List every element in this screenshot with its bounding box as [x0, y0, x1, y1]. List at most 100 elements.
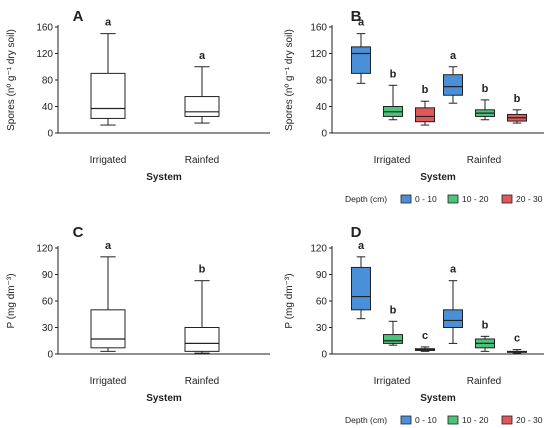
y-axis-label: Spores (nº g⁻¹ dry soil): [284, 29, 295, 131]
significance-label: a: [199, 50, 206, 62]
panel-c: C 0 30 60 90 120 P (mg dm⁻³) Irrigated RainfedSy…: [6, 224, 270, 404]
boxplot-irrigated-10-20: b: [383, 68, 403, 121]
significance-label: a: [105, 240, 112, 252]
legend-swatch: [501, 415, 513, 425]
x-category-label: Rainfed: [467, 155, 501, 166]
y-tick-label: 120: [36, 49, 53, 60]
x-axis-title: System: [420, 172, 456, 183]
significance-label: a: [358, 17, 365, 29]
boxplot-irrigated: a: [90, 17, 126, 126]
significance-label: a: [450, 264, 457, 276]
box-iqr: [415, 107, 435, 123]
significance-label: b: [390, 68, 397, 80]
y-tick-label: 120: [36, 244, 53, 255]
legend-label: 10 - 20: [462, 194, 489, 204]
legend-swatch: [447, 415, 459, 425]
panel-letter: D: [351, 224, 362, 241]
significance-label: b: [199, 264, 206, 276]
boxplot-rainfed-20-30: b: [507, 93, 527, 124]
y-tick-label: 40: [42, 102, 54, 113]
significance-label: b: [482, 319, 489, 331]
y-tick-label: 160: [310, 23, 327, 34]
y-tick-label: 0: [47, 350, 53, 361]
x-category-label: Irrigated: [374, 155, 411, 166]
y-tick-label: 30: [42, 323, 54, 334]
y-tick-label: 30: [316, 323, 328, 334]
x-category-label: Rainfed: [185, 376, 219, 387]
significance-label: b: [482, 83, 489, 95]
boxplot-rainfed: a: [184, 50, 220, 124]
significance-label: c: [514, 333, 520, 345]
legend-label: 20 - 30: [516, 194, 543, 204]
x-axis-title: System: [420, 393, 456, 404]
y-axis-label: P (mg dm⁻³): [6, 273, 17, 328]
significance-label: a: [358, 240, 365, 252]
x-category-label: Rainfed: [467, 376, 501, 387]
boxplot-rainfed-0-10: a: [443, 264, 463, 344]
boxplot-rainfed: b: [184, 264, 220, 354]
y-tick-label: 40: [316, 102, 328, 113]
legend-label: 0 - 10: [415, 194, 437, 204]
legend: Depth (cm) 0 - 10 10 - 20 20 - 30: [345, 415, 543, 425]
box-iqr: [383, 334, 403, 344]
box-iqr: [184, 327, 220, 352]
significance-label: c: [422, 330, 428, 342]
y-tick-label: 0: [321, 350, 327, 361]
y-tick-label: 90: [42, 270, 54, 281]
y-tick-label: 160: [36, 23, 53, 34]
box-iqr: [90, 72, 126, 119]
boxplot-irrigated-0-10: a: [351, 240, 371, 320]
legend-swatch: [501, 194, 513, 204]
legend-swatch: [400, 415, 412, 425]
legend-label: 10 - 20: [462, 415, 489, 425]
boxplot-irrigated-10-20: b: [383, 304, 403, 346]
boxplot-irrigated-0-10: a: [351, 17, 371, 84]
significance-label: b: [514, 93, 521, 105]
y-tick-label: 60: [316, 297, 328, 308]
panel-d: D 0 30 60 90 120 P (mg dm⁻³) Irrigated Rainfed Sy…: [284, 224, 544, 425]
box-iqr: [184, 96, 220, 117]
x-axis-title: System: [146, 393, 182, 404]
x-category-label: Irrigated: [374, 376, 411, 387]
legend: Depth (cm) 0 - 10 10 - 20 20 - 30: [345, 194, 543, 204]
boxplot-rainfed-10-20: b: [475, 319, 495, 352]
y-tick-label: 0: [321, 129, 327, 140]
box-iqr: [351, 46, 371, 74]
x-category-label: Rainfed: [185, 155, 219, 166]
panel-letter: A: [73, 8, 84, 25]
y-tick-label: 90: [316, 270, 328, 281]
significance-label: a: [450, 50, 457, 62]
box-iqr: [443, 74, 463, 96]
legend-swatch: [447, 194, 459, 204]
boxplot-rainfed-20-30: c: [507, 333, 527, 354]
x-category-label: Irrigated: [90, 155, 127, 166]
legend-label: 0 - 10: [415, 415, 437, 425]
boxplot-irrigated-20-30: c: [415, 330, 435, 352]
legend-title: Depth (cm): [345, 194, 387, 204]
significance-label: b: [422, 84, 429, 96]
legend-swatch: [400, 194, 412, 204]
box-iqr: [351, 266, 371, 311]
y-tick-label: 80: [42, 76, 54, 87]
y-tick-label: 0: [47, 129, 53, 140]
boxplot-rainfed-10-20: b: [475, 83, 495, 121]
significance-label: a: [105, 17, 112, 29]
y-tick-label: 120: [310, 244, 327, 255]
panel-a: A 0 40 80 120 160 Spores (nº g⁻¹ dry soil) Irri…: [6, 8, 270, 183]
boxplot-irrigated: a: [90, 240, 126, 352]
x-category-label: Irrigated: [90, 376, 127, 387]
boxplot-rainfed-0-10: a: [443, 50, 463, 104]
box-iqr: [443, 309, 463, 329]
y-tick-label: 60: [42, 297, 54, 308]
box-iqr: [90, 309, 126, 349]
panel-letter: C: [73, 224, 84, 241]
legend-title: Depth (cm): [345, 415, 387, 425]
panel-letter: B: [351, 8, 362, 25]
y-tick-label: 120: [310, 49, 327, 60]
significance-label: b: [390, 304, 397, 316]
y-axis-label: P (mg dm⁻³): [284, 273, 295, 328]
legend-label: 20 - 30: [516, 415, 543, 425]
y-tick-label: 80: [316, 76, 328, 87]
boxplot-irrigated-20-30: b: [415, 84, 435, 126]
